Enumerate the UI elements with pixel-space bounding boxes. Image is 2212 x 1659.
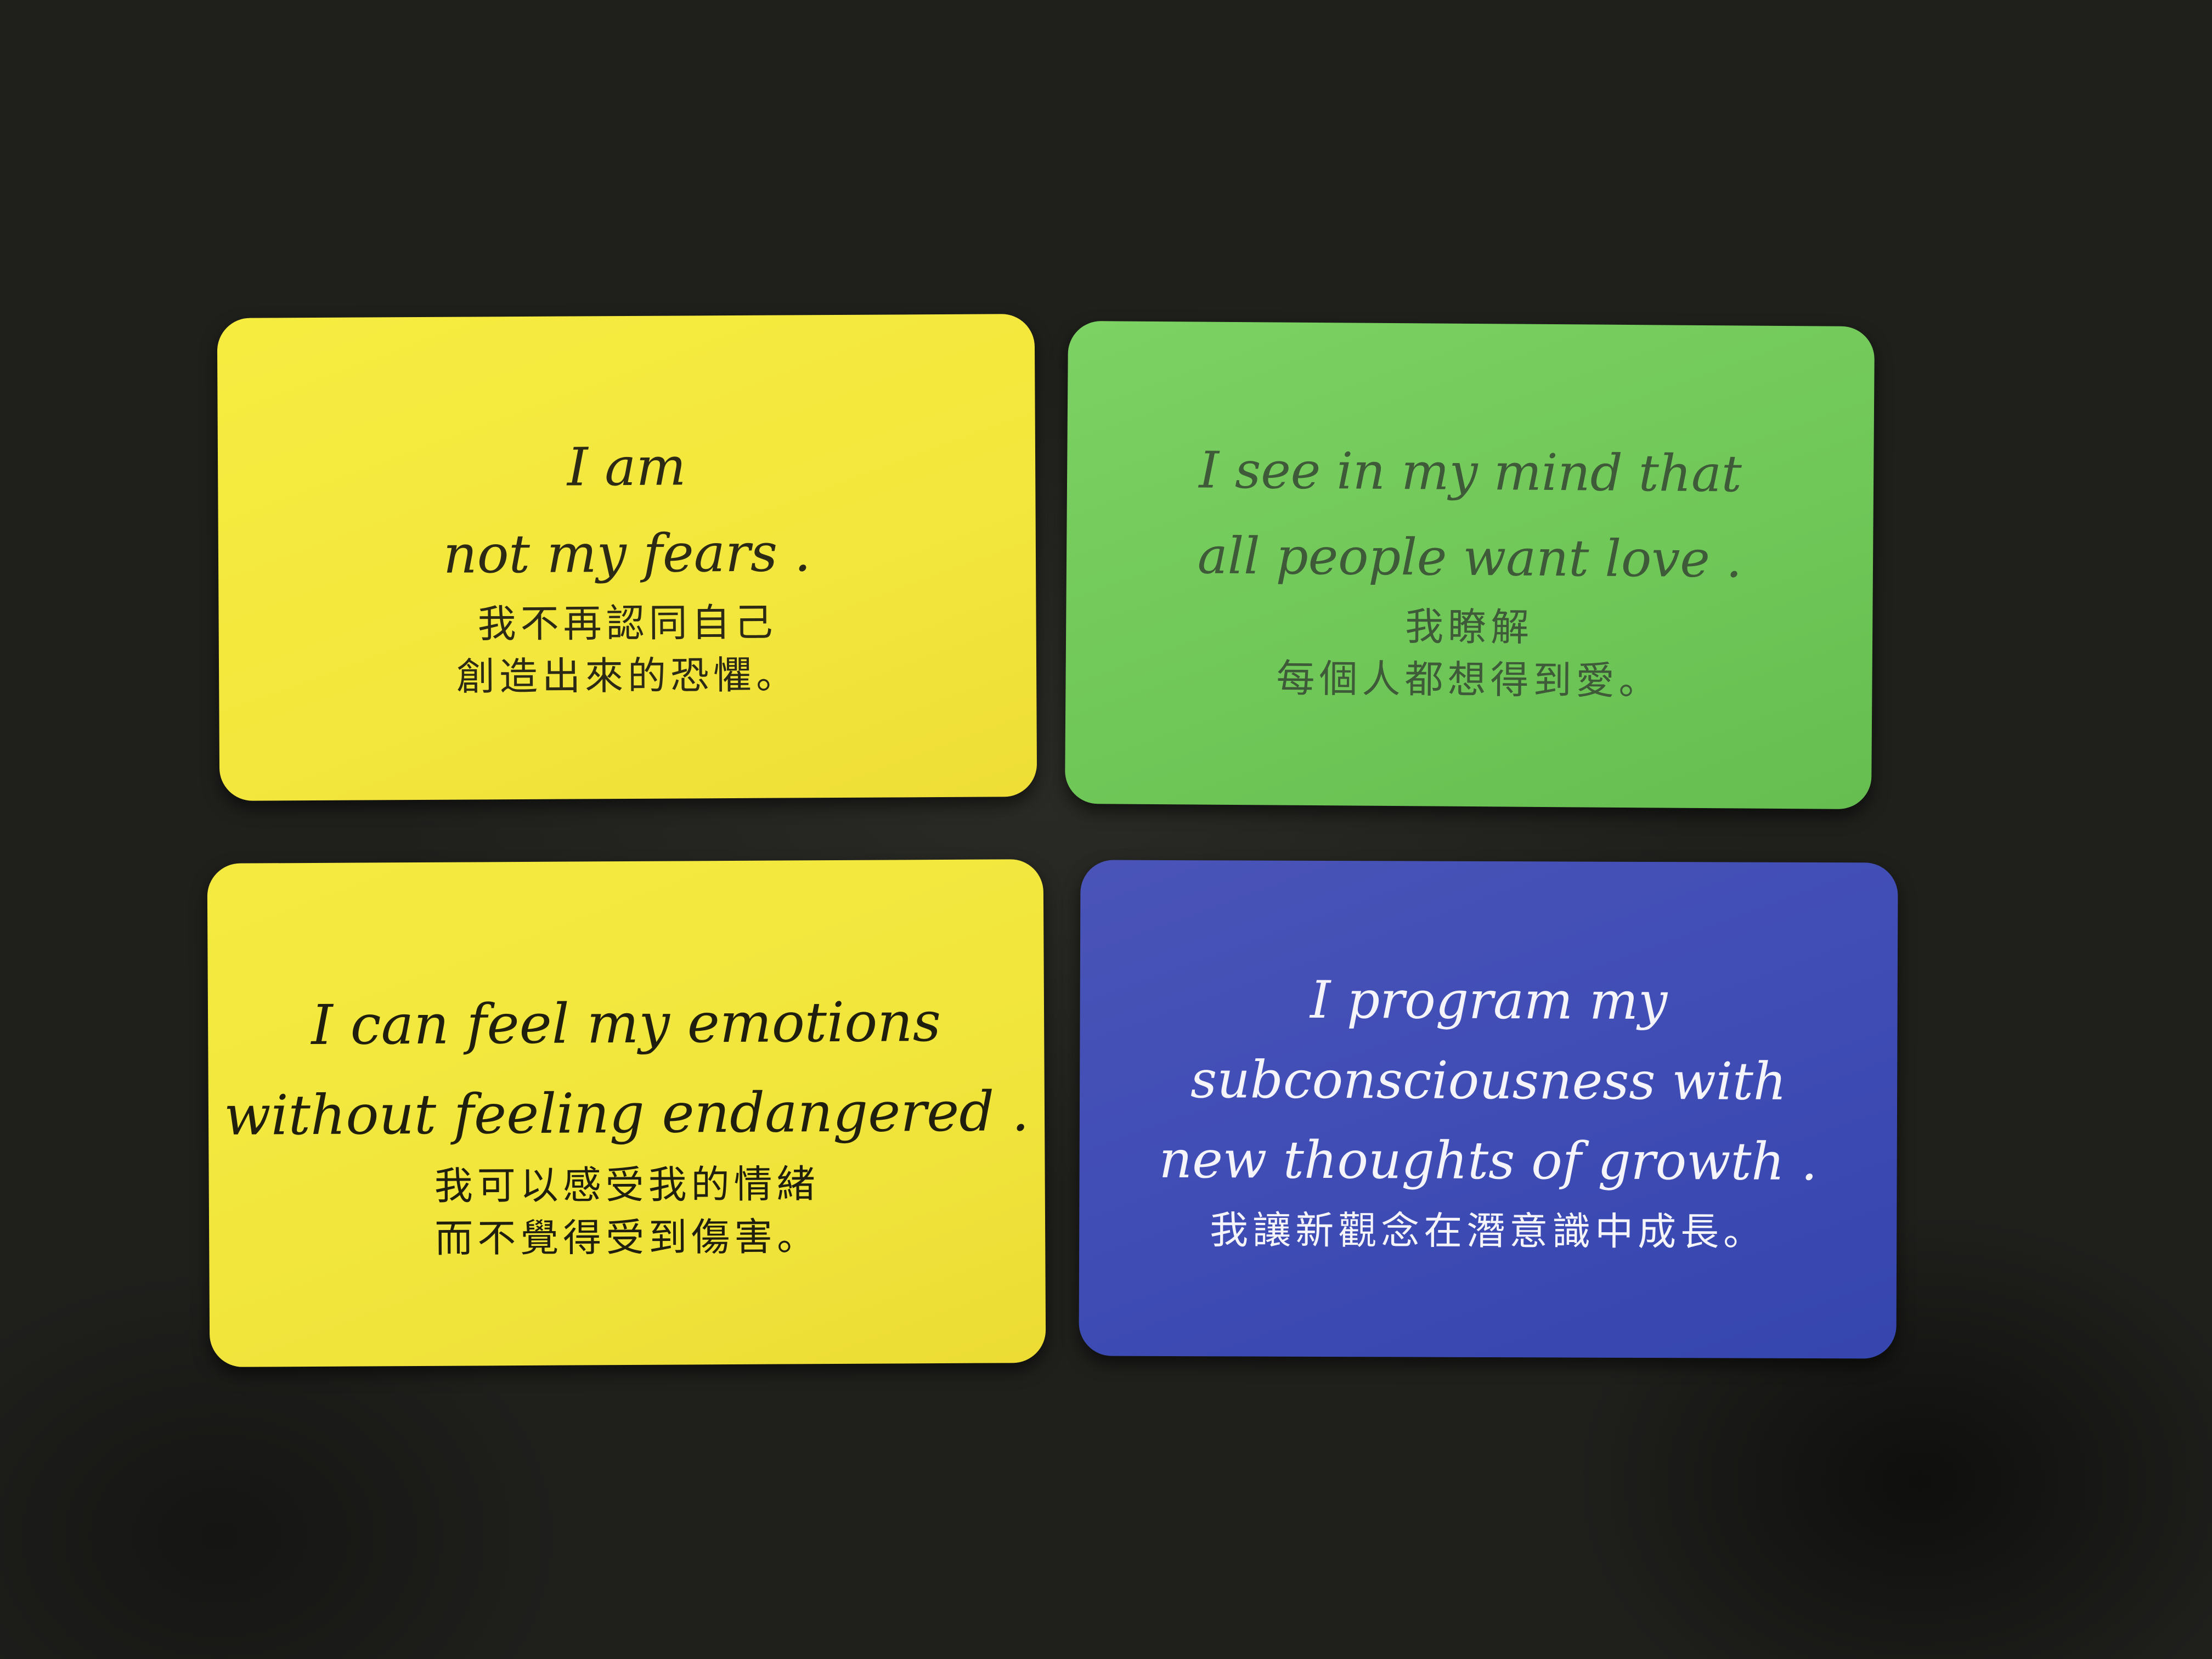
- affirmation-card-program-subconsciousness: I program my subconsciousness with new t…: [1079, 860, 1898, 1359]
- card-english-line: all people want love .: [1197, 526, 1742, 589]
- card-chinese-line: 我不再認同自己: [477, 600, 777, 647]
- card-english-line: I am: [567, 436, 686, 498]
- card-english-line: without feeling endangered .: [223, 1079, 1030, 1148]
- card-english-line: I can feel my emotions: [311, 989, 941, 1058]
- affirmation-card-not-my-fears: I am not my fears . 我不再認同自己 創造出來的恐懼。: [217, 314, 1037, 801]
- card-chinese-line: 而不覺得受到傷害。: [434, 1214, 820, 1261]
- affirmation-card-feel-emotions: I can feel my emotions without feeling e…: [207, 859, 1046, 1367]
- affirmation-card-people-want-love: I see in my mind that all people want lo…: [1064, 320, 1875, 810]
- card-chinese-line: 每個人都想得到愛。: [1276, 656, 1662, 704]
- card-english-line: I see in my mind that: [1199, 441, 1742, 504]
- card-chinese-line: 我瞭解: [1404, 604, 1534, 650]
- card-chinese-line: 創造出來的恐懼。: [456, 652, 799, 699]
- card-english-line: subconsciousness with: [1190, 1050, 1787, 1112]
- card-chinese-line: 我可以感受我的情緒: [434, 1161, 820, 1209]
- card-english-line: new thoughts of growth .: [1159, 1130, 1818, 1193]
- card-english-line: I program my: [1310, 970, 1668, 1032]
- card-english-line: not my fears .: [443, 522, 811, 585]
- card-chinese-line: 我讓新觀念在潛意識中成長。: [1210, 1207, 1767, 1255]
